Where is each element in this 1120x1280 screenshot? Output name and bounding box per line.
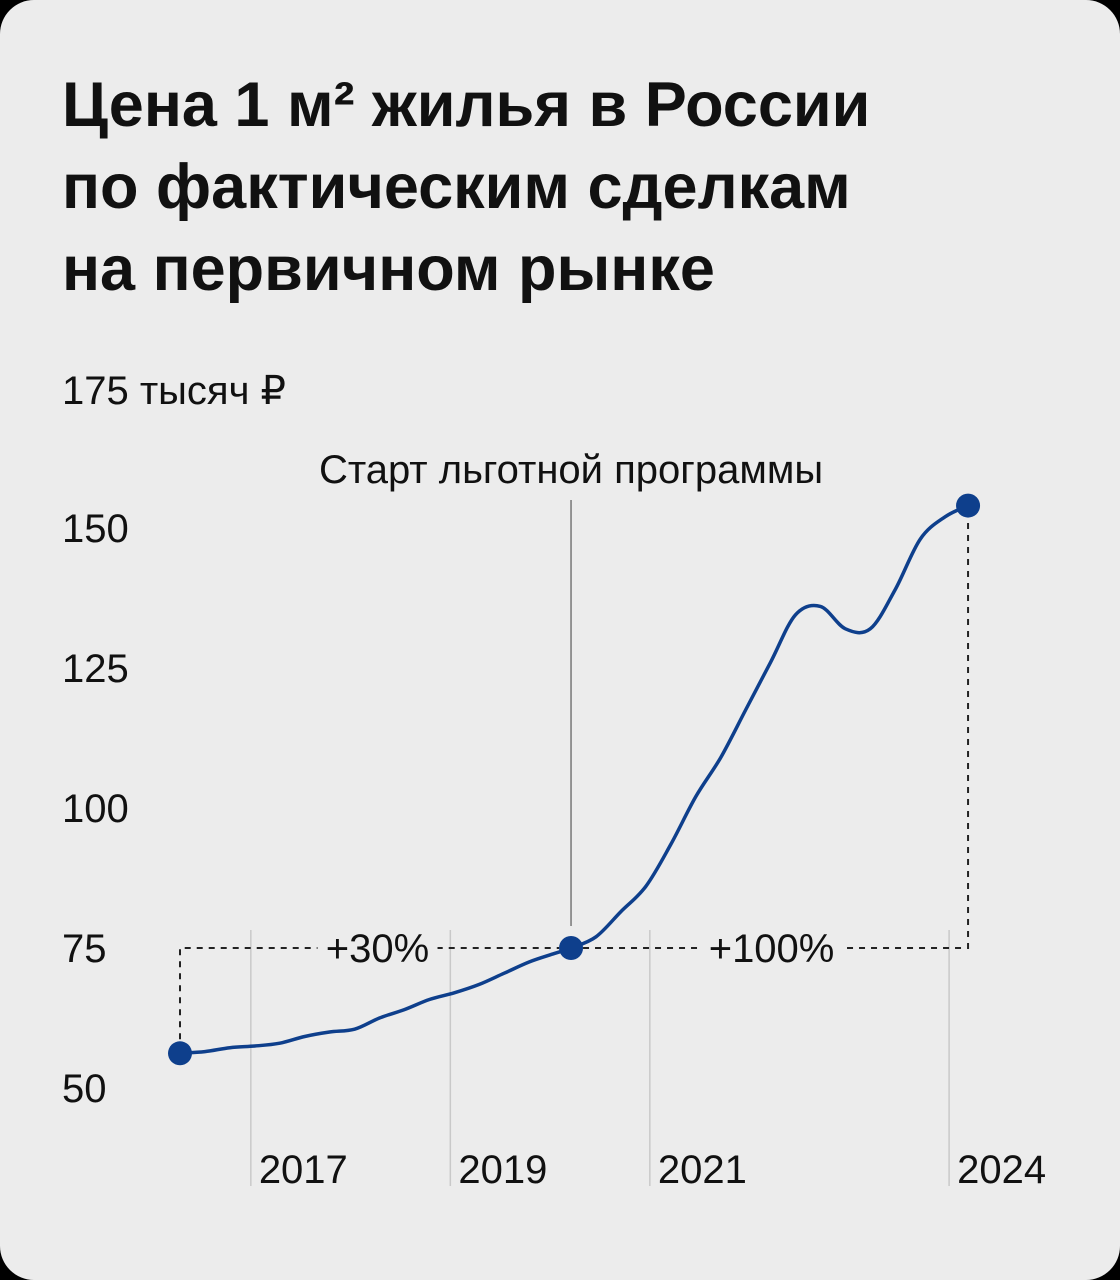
- key-points: [168, 493, 981, 1066]
- x-tick-label: 2017: [259, 1148, 348, 1192]
- title-line-1: Цена 1 м² жилья в России: [62, 70, 871, 140]
- growth-before-label-bg: [317, 928, 438, 968]
- start-point: [168, 1041, 192, 1066]
- title-line-3: на первичном рынке: [62, 234, 715, 304]
- price-series-line: [178, 503, 970, 1056]
- vertical-gridlines: [250, 930, 950, 1186]
- growth-after-label: +100%: [709, 927, 835, 971]
- growth-after-label-bg: [699, 928, 844, 968]
- end-point: [956, 493, 981, 518]
- x-tick-label: 2021: [658, 1148, 747, 1192]
- chart-title: Цена 1 м² жилья в России по фактическим …: [62, 64, 1062, 310]
- x-tick-label: 2019: [458, 1148, 547, 1192]
- program-start-label: Старт льготной программы: [319, 448, 823, 492]
- title-line-2: по фактическим сделкам: [62, 152, 851, 222]
- growth-after-bracket: [583, 519, 970, 949]
- y-tick-label: 150: [62, 507, 129, 551]
- growth-before-label: +30%: [326, 927, 429, 971]
- y-tick-label: 125: [62, 647, 129, 691]
- program-point: [559, 936, 584, 960]
- y-tick-label: 75: [62, 927, 107, 971]
- y-tick-label: 50: [62, 1067, 107, 1111]
- y-tick-label: 100: [62, 787, 129, 831]
- x-axis-ticks: 2017 2019 2021 2024: [259, 1148, 1046, 1192]
- x-tick-label: 2024: [957, 1148, 1046, 1192]
- y-axis-ticks: 150 125 100 75 50: [62, 507, 129, 1111]
- y-unit-label: 175 тысяч ₽: [62, 369, 286, 413]
